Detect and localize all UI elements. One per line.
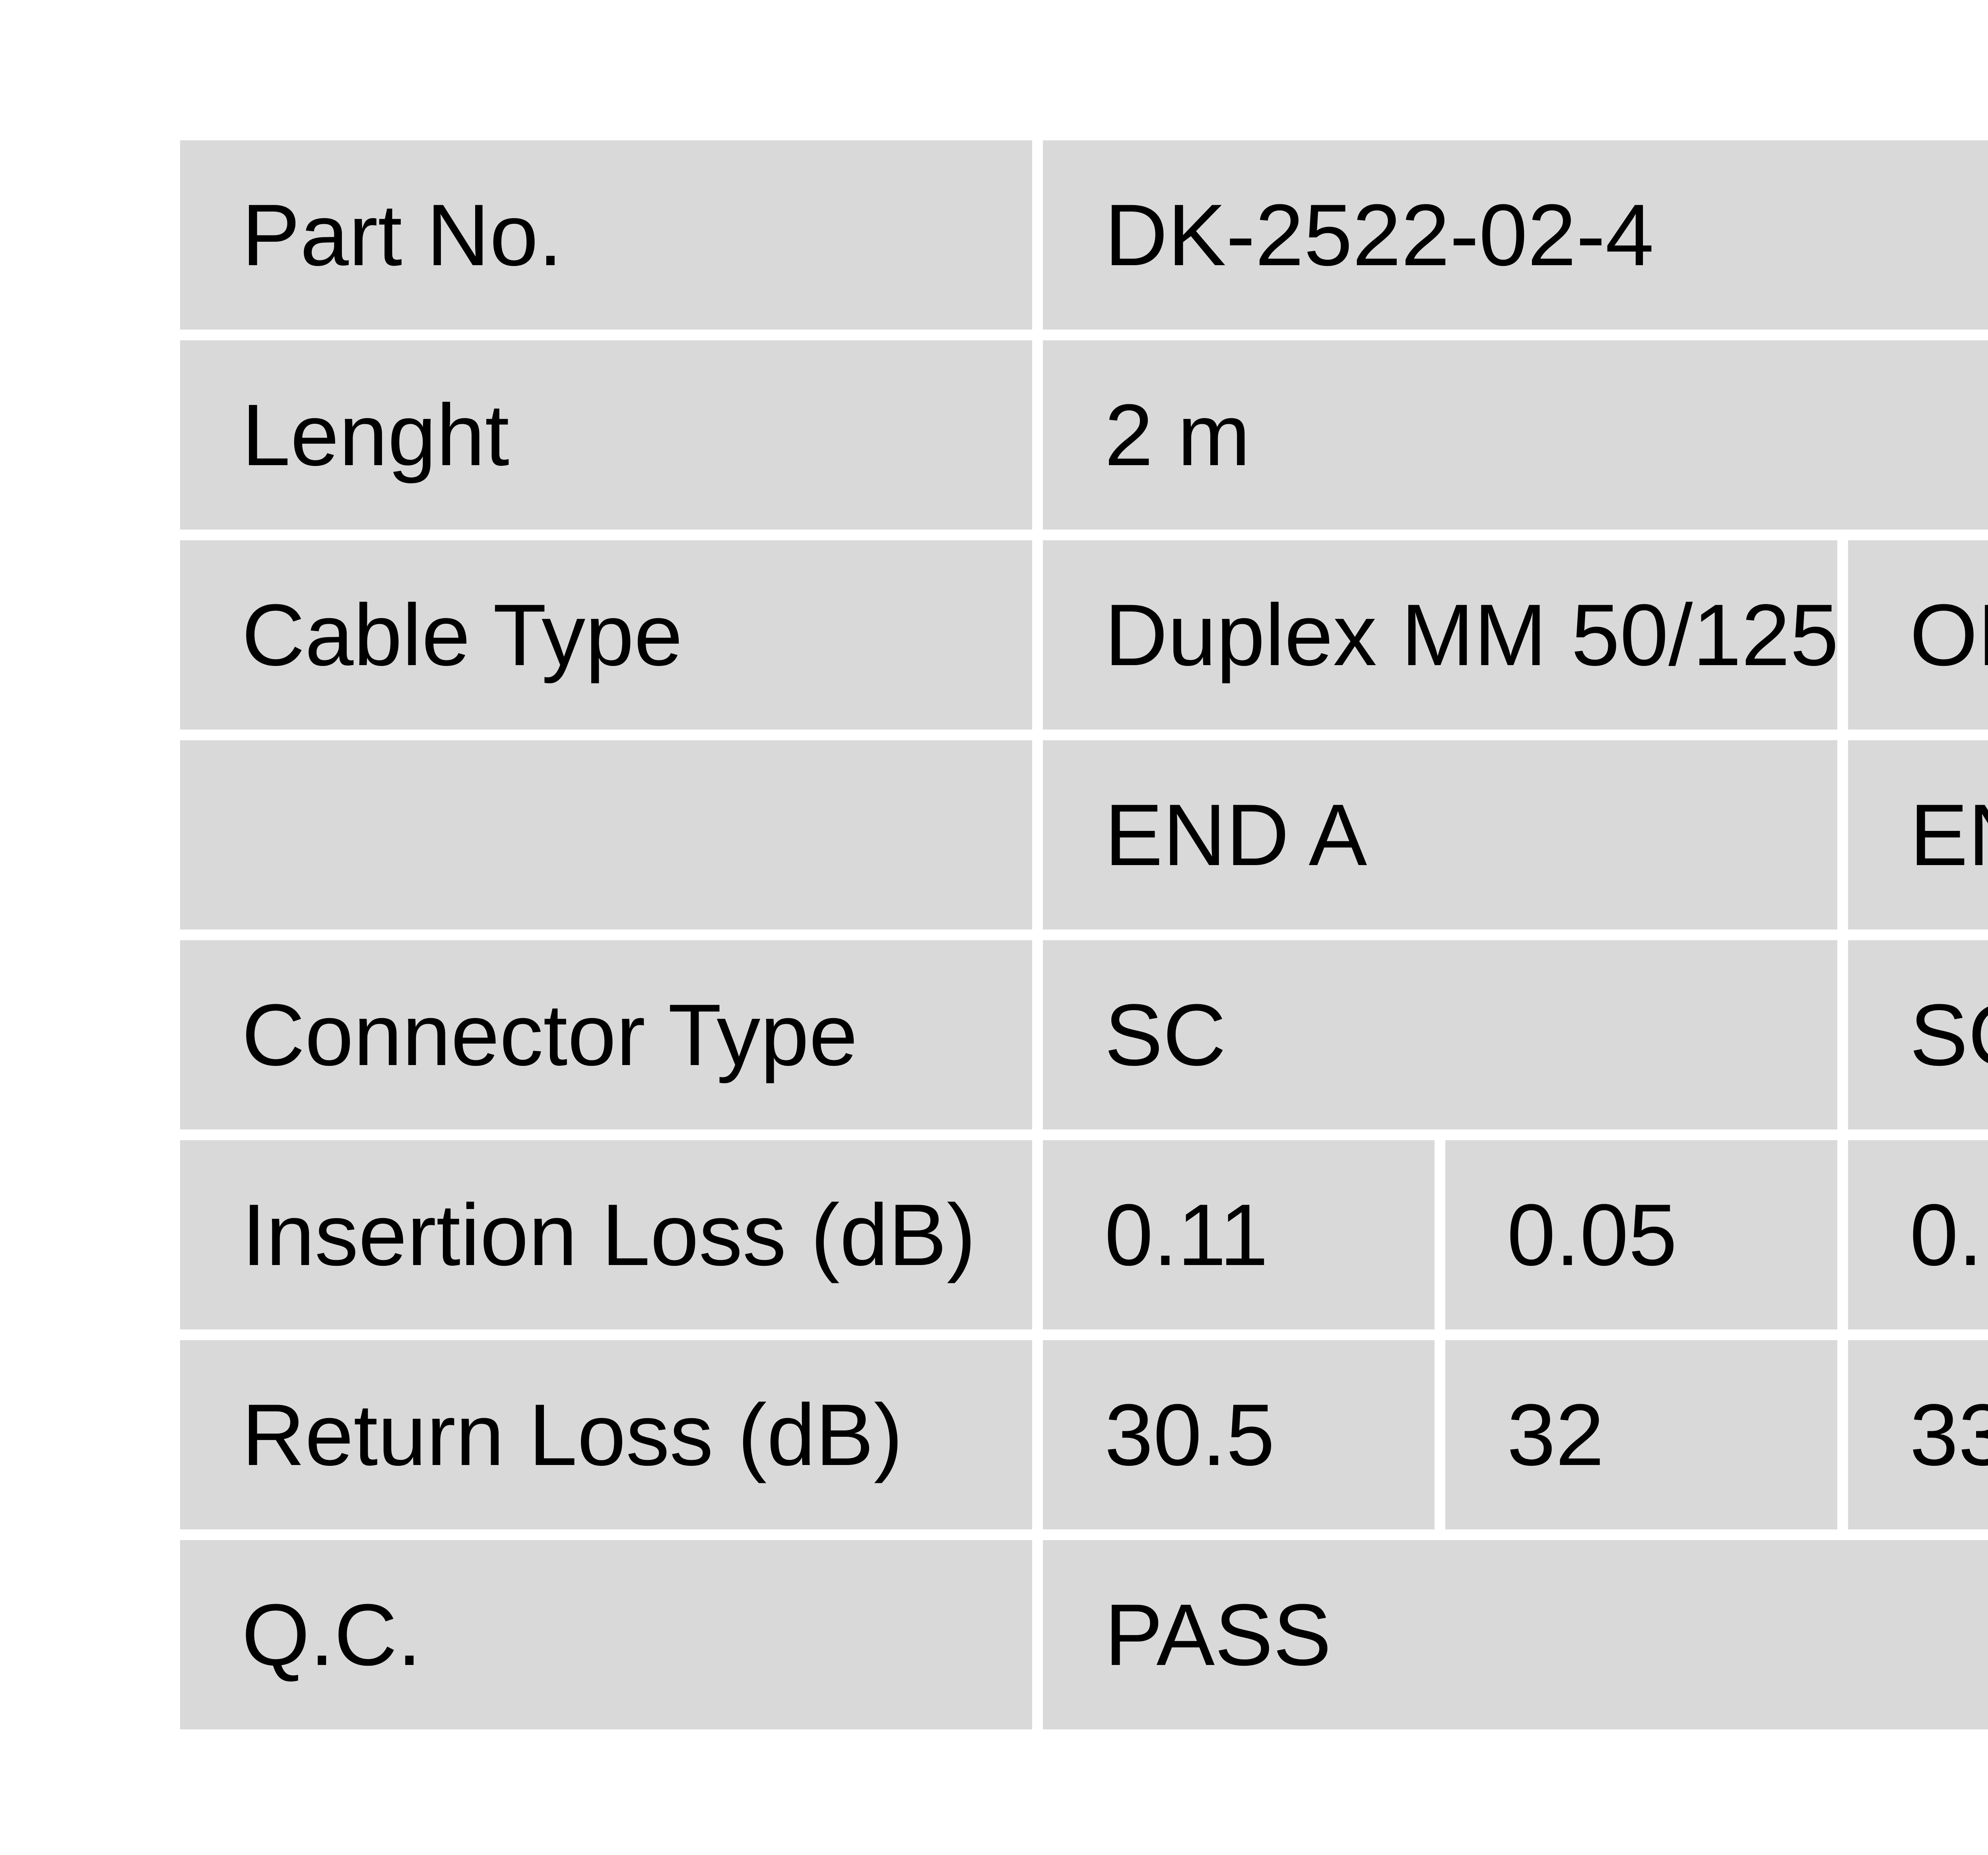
value-connector-end-a: SC — [1043, 940, 1837, 1129]
value-qc-status: PASS — [1043, 1540, 1988, 1729]
value-return-loss-end-a-1: 30.5 — [1043, 1340, 1435, 1529]
row-label-connector-type: Connector Type — [180, 940, 1032, 1129]
value-length: 2 m — [1043, 340, 1988, 530]
header-end-b: END B — [1848, 740, 1988, 929]
header-end-a: END A — [1043, 740, 1837, 929]
row-label-empty — [180, 740, 1032, 929]
value-insertion-loss-end-a-1: 0.11 — [1043, 1140, 1435, 1329]
row-label-qc: Q.C. — [180, 1540, 1032, 1729]
value-insertion-loss-end-a-2: 0.05 — [1445, 1140, 1837, 1329]
value-cable-type-2: OM4 LSZH — [1848, 540, 1988, 730]
row-label-cable-type: Cable Type — [180, 540, 1032, 730]
value-cable-type-1: Duplex MM 50/125 — [1043, 540, 1837, 730]
row-label-length: Lenght — [180, 340, 1032, 530]
value-part-no: DK-2522-02-4 — [1043, 140, 1988, 330]
row-label-part-no: Part No. — [180, 140, 1032, 330]
row-label-return-loss: Return Loss (dB) — [180, 1340, 1032, 1529]
row-label-insertion-loss: Insertion Loss (dB) — [180, 1140, 1032, 1329]
spec-table: Part No. DK-2522-02-4 Lenght 2 m Cable T… — [180, 140, 1988, 1729]
value-insertion-loss-end-b-1: 0.11 — [1848, 1140, 1988, 1329]
value-connector-end-b: SC — [1848, 940, 1988, 1129]
value-return-loss-end-b-1: 33.2 — [1848, 1340, 1988, 1529]
value-return-loss-end-a-2: 32 — [1445, 1340, 1837, 1529]
